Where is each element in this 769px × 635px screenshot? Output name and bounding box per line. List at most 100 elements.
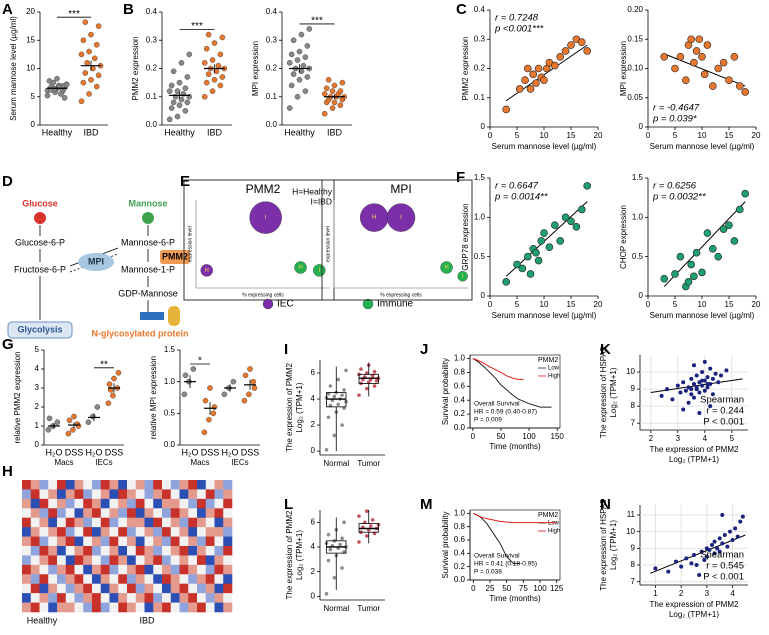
y-tick-label: 0.15 bbox=[627, 34, 643, 43]
heatmap-cell bbox=[30, 602, 40, 613]
heatmap-cell bbox=[188, 564, 198, 575]
data-point bbox=[45, 426, 52, 433]
data-point bbox=[502, 278, 511, 286]
heatmap-cell bbox=[100, 480, 110, 490]
heatmap-cell bbox=[162, 508, 172, 519]
heatmap-cell bbox=[127, 555, 137, 566]
data-point bbox=[300, 62, 307, 69]
heatmap-cell bbox=[223, 517, 233, 528]
heatmap-cell bbox=[135, 583, 145, 594]
heatmap-cell bbox=[179, 480, 189, 490]
heatmap-cell bbox=[30, 498, 40, 509]
heatmap-cell bbox=[223, 480, 233, 490]
heatmap-cell bbox=[92, 583, 102, 594]
data-point bbox=[692, 395, 696, 400]
fit-line bbox=[650, 534, 746, 574]
x-tick-label: 20 bbox=[594, 131, 603, 140]
y-tick-label: 2 bbox=[311, 567, 316, 576]
data-point bbox=[80, 79, 87, 86]
x-tick-label: 15 bbox=[567, 300, 576, 309]
heatmap-cell bbox=[188, 536, 198, 547]
x-tick-label: H₂O bbox=[182, 447, 199, 457]
heatmap-cell bbox=[39, 480, 49, 490]
heatmap-cell bbox=[214, 602, 224, 613]
heatmap-cell bbox=[30, 564, 40, 575]
heatmap-cell bbox=[135, 602, 145, 613]
data-point bbox=[735, 82, 744, 90]
y-tick-label: 1.0 bbox=[454, 508, 466, 517]
legend-title: PMM2 bbox=[538, 357, 558, 364]
heatmap-cell bbox=[57, 593, 67, 603]
data-point bbox=[660, 52, 669, 61]
y-tick-label: 8 bbox=[631, 401, 636, 410]
data-point bbox=[674, 559, 678, 564]
data-point bbox=[328, 384, 333, 388]
heatmap-cell bbox=[39, 555, 49, 566]
bubble bbox=[200, 264, 213, 277]
data-point bbox=[54, 419, 61, 426]
data-point bbox=[329, 88, 336, 94]
heatmap-cell bbox=[188, 602, 198, 613]
node-label: GDP-Mannose bbox=[118, 288, 178, 298]
x-tick-label: 5 bbox=[730, 434, 735, 443]
data-point bbox=[336, 402, 341, 407]
heatmap-cell bbox=[170, 498, 180, 509]
y-tick-label: 0.2 bbox=[474, 64, 486, 73]
y-tick-label: 9 bbox=[631, 543, 636, 552]
y-tick-label: 3 bbox=[35, 383, 40, 392]
data-point bbox=[93, 41, 100, 48]
heatmap-cell bbox=[48, 583, 58, 594]
y-tick-label: 0.0 bbox=[454, 575, 466, 584]
data-point bbox=[735, 205, 744, 214]
axis-label: Log₂ (TPM+1) bbox=[669, 610, 719, 619]
data-point bbox=[705, 385, 710, 390]
heatmap-cell bbox=[144, 602, 154, 613]
axis-label: Serum mannose level (µg/ml) bbox=[650, 142, 755, 151]
data-point bbox=[88, 31, 94, 38]
data-point bbox=[704, 554, 709, 559]
heatmap-cell bbox=[170, 480, 180, 490]
heatmap-cell bbox=[92, 602, 102, 613]
x-tick-label: 5 bbox=[515, 300, 520, 309]
x-tick-label: 20 bbox=[752, 131, 761, 140]
data-point bbox=[665, 387, 669, 392]
heatmap-cell bbox=[118, 593, 128, 603]
data-point bbox=[368, 524, 373, 528]
legend-label: High bbox=[548, 529, 560, 535]
axis-label: The expression of HSPA5 bbox=[599, 499, 608, 591]
data-point bbox=[689, 376, 694, 381]
heatmap-cell bbox=[109, 498, 119, 509]
heatmap-cell bbox=[57, 564, 67, 575]
heatmap-cell bbox=[127, 536, 137, 547]
annotation: P < 0.001 bbox=[703, 572, 744, 583]
y-tick-label: 0.4 bbox=[454, 548, 466, 557]
x-tick-label: 5 bbox=[515, 131, 520, 140]
data-point bbox=[75, 423, 82, 429]
heatmap-cell bbox=[100, 527, 110, 537]
y-tick-label: 0.4 bbox=[146, 7, 158, 16]
data-point bbox=[671, 270, 679, 278]
heatmap-cell bbox=[135, 574, 145, 585]
data-point bbox=[708, 404, 713, 409]
data-point bbox=[328, 547, 333, 552]
heatmap-cell bbox=[83, 593, 93, 603]
data-point bbox=[523, 252, 532, 261]
heatmap-cell bbox=[135, 527, 145, 537]
protein-icon bbox=[140, 312, 164, 320]
annotation: r = 0.6256 bbox=[653, 181, 697, 192]
heatmap-cell bbox=[48, 536, 58, 547]
heatmap-cell bbox=[74, 517, 84, 528]
data-point bbox=[329, 105, 336, 111]
data-point bbox=[678, 390, 683, 395]
node-label: PMM2 bbox=[162, 251, 188, 261]
heatmap-cell bbox=[205, 546, 215, 556]
heatmap-cell bbox=[153, 546, 163, 556]
heatmap-cell bbox=[92, 517, 102, 528]
data-point bbox=[532, 79, 540, 87]
data-point bbox=[730, 52, 739, 61]
heatmap-cell bbox=[118, 602, 128, 613]
data-point bbox=[715, 546, 720, 551]
heatmap-cell bbox=[144, 564, 154, 575]
data-point bbox=[110, 392, 116, 399]
